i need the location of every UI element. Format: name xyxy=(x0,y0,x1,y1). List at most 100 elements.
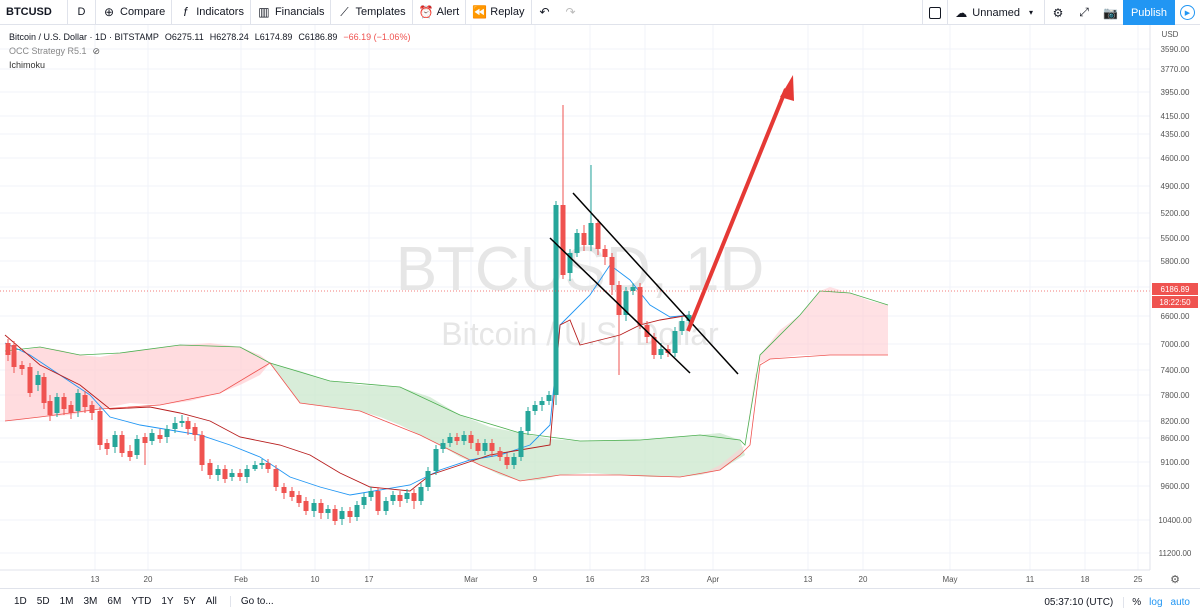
indicators-button[interactable]: f Indicators xyxy=(172,0,251,25)
range-button-ytd[interactable]: YTD xyxy=(131,596,152,607)
publish-video-button[interactable]: ▶ xyxy=(1175,0,1200,25)
templates-label: Templates xyxy=(355,6,406,18)
candle-body xyxy=(425,471,431,487)
range-button-6m[interactable]: 6M xyxy=(107,596,122,607)
candle xyxy=(672,327,678,357)
candle-body xyxy=(497,451,503,457)
bar-chart-icon: ▥ xyxy=(258,5,270,19)
financials-button[interactable]: ▥ Financials xyxy=(251,0,332,25)
alarm-clock-icon: ⏰ xyxy=(418,5,434,19)
span-b-line xyxy=(4,354,888,482)
candle-body xyxy=(504,457,510,465)
toolbar-right: ☁ Unnamed ▾ ⚙ ⤢ 📷 Publish ▶ xyxy=(922,0,1200,25)
range-button-5d[interactable]: 5D xyxy=(36,596,50,607)
templates-button[interactable]: ⟋ Templates xyxy=(331,0,413,25)
candle xyxy=(489,439,495,457)
candle xyxy=(296,491,302,507)
candle xyxy=(447,433,453,447)
snapshot-button[interactable]: 📷 xyxy=(1097,0,1123,25)
undo-button[interactable]: ↶ xyxy=(532,0,558,25)
bottom-toolbar: 1D 5D 1M 3M 6M YTD 1Y 5Y All Go to... 05:37:10 (… xyxy=(0,588,1200,614)
candle-body xyxy=(623,291,629,315)
log-toggle[interactable]: log xyxy=(1149,596,1163,608)
range-button-5y[interactable]: 5Y xyxy=(183,596,196,607)
range-buttons: 1D 5D 1M 3M 6M YTD 1Y 5Y All xyxy=(0,596,222,607)
price-tick-label: 5800.00 xyxy=(1161,257,1190,266)
candle xyxy=(588,165,594,251)
legend-title[interactable]: Bitcoin / U.S. Dollar · 1D · BITSTAMP xyxy=(9,32,159,42)
time-axis: 13 20 Feb 10 17 Mar 9 16 23 Apr 13 20 May 11 18 25 ⚙ xyxy=(0,569,1200,588)
interval-button[interactable]: D xyxy=(68,0,96,25)
axis-settings-gear-icon[interactable]: ⚙ xyxy=(1170,574,1180,586)
candle-body xyxy=(35,375,41,385)
goto-date-button[interactable]: Go to... xyxy=(229,596,274,607)
range-button-3m[interactable]: 3M xyxy=(83,596,98,607)
auto-toggle[interactable]: auto xyxy=(1170,596,1190,608)
candle xyxy=(112,431,118,453)
percent-toggle[interactable]: % xyxy=(1132,596,1142,608)
replay-label: Replay xyxy=(490,6,525,18)
legend-open: O6275.11 xyxy=(164,32,204,42)
candle-body xyxy=(461,435,467,441)
range-button-all[interactable]: All xyxy=(205,596,217,607)
time-tick-label: 20 xyxy=(144,575,153,584)
candle xyxy=(468,431,474,449)
candle-body xyxy=(475,443,481,451)
candle xyxy=(368,487,374,501)
candle-body xyxy=(27,367,33,393)
trendline-upper xyxy=(572,192,739,375)
price-tick-label: 7000.00 xyxy=(1161,340,1190,349)
candle xyxy=(411,489,417,509)
candle-body xyxy=(192,427,198,435)
candle-body xyxy=(347,511,353,517)
hidden-eye-icon[interactable]: ⊘ xyxy=(92,46,101,56)
candle-body xyxy=(273,469,279,487)
compare-button[interactable]: ⊕ Compare xyxy=(96,0,173,25)
candle xyxy=(179,415,185,427)
settings-button[interactable]: ⚙ xyxy=(1044,0,1071,25)
kijun-line xyxy=(4,314,691,492)
replay-button[interactable]: ⏪ Replay xyxy=(466,0,532,25)
replay-icon: ⏪ xyxy=(472,5,488,19)
symbol-search-button[interactable]: BTCUSD xyxy=(0,0,68,25)
candle-body xyxy=(658,349,664,355)
redo-button[interactable]: ↷ xyxy=(558,0,584,25)
expand-icon: ⤢ xyxy=(1079,5,1089,19)
time-tick-label: Mar xyxy=(464,575,478,584)
fullscreen-toggle[interactable] xyxy=(922,0,947,25)
candle xyxy=(172,417,178,433)
candle xyxy=(518,427,524,461)
candle xyxy=(623,287,629,321)
candle xyxy=(325,505,331,519)
arrow-shaft xyxy=(686,88,788,332)
utc-clock[interactable]: 05:37:10 (UTC) xyxy=(1044,596,1125,608)
candle xyxy=(222,465,228,483)
candle-body xyxy=(318,503,324,513)
candle-body xyxy=(447,437,453,443)
candle-body xyxy=(5,343,11,355)
legend-close: C6186.89 xyxy=(298,32,338,42)
expand-button[interactable]: ⤢ xyxy=(1071,0,1097,25)
range-button-1d[interactable]: 1D xyxy=(14,596,27,607)
candle xyxy=(89,401,95,420)
time-axis-bg xyxy=(0,570,1200,588)
candle xyxy=(532,401,538,415)
candle xyxy=(404,489,410,503)
gear-icon: ⚙ xyxy=(1052,5,1064,20)
range-button-1y[interactable]: 1Y xyxy=(161,596,174,607)
alert-button[interactable]: ⏰ Alert xyxy=(413,0,467,25)
legend-strategy[interactable]: OCC Strategy R5.1 xyxy=(9,46,87,56)
candle xyxy=(497,447,503,461)
legend-indicator[interactable]: Ichimoku xyxy=(9,60,46,70)
candle-body xyxy=(19,365,25,369)
range-button-1m[interactable]: 1M xyxy=(59,596,74,607)
candle-body xyxy=(339,511,345,519)
candle-body xyxy=(630,287,636,291)
cloud-bull-middle xyxy=(270,363,745,481)
candle-body xyxy=(482,443,488,451)
layout-menu[interactable]: ☁ Unnamed ▾ xyxy=(947,0,1044,25)
function-icon: f xyxy=(183,5,187,19)
publish-button[interactable]: Publish xyxy=(1123,0,1175,25)
